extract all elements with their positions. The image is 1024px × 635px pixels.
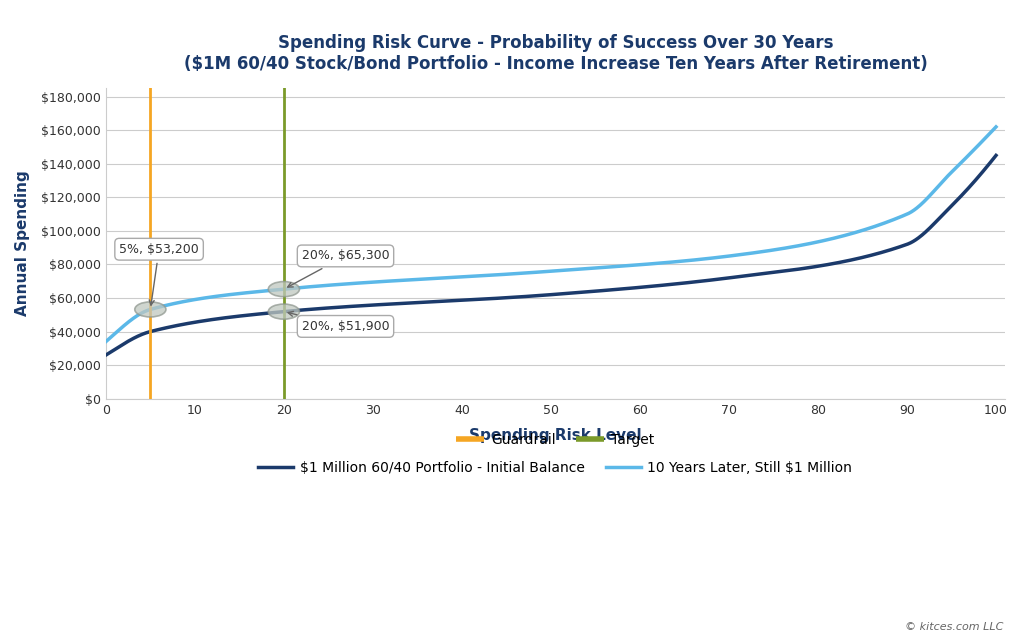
Title: Spending Risk Curve - Probability of Success Over 30 Years
($1M 60/40 Stock/Bond: Spending Risk Curve - Probability of Suc… xyxy=(183,34,928,73)
Ellipse shape xyxy=(268,304,299,319)
Text: © kitces.com LLC: © kitces.com LLC xyxy=(905,622,1004,632)
Legend: $1 Million 60/40 Portfolio - Initial Balance, 10 Years Later, Still $1 Million: $1 Million 60/40 Portfolio - Initial Bal… xyxy=(253,455,858,480)
Text: 20%, $51,900: 20%, $51,900 xyxy=(288,311,389,333)
Ellipse shape xyxy=(268,281,299,297)
Text: 5%, $53,200: 5%, $53,200 xyxy=(119,243,199,305)
Y-axis label: Annual Spending: Annual Spending xyxy=(15,171,30,316)
Ellipse shape xyxy=(135,302,166,317)
X-axis label: Spending Risk Level: Spending Risk Level xyxy=(469,427,642,443)
Text: 20%, $65,300: 20%, $65,300 xyxy=(288,250,389,287)
